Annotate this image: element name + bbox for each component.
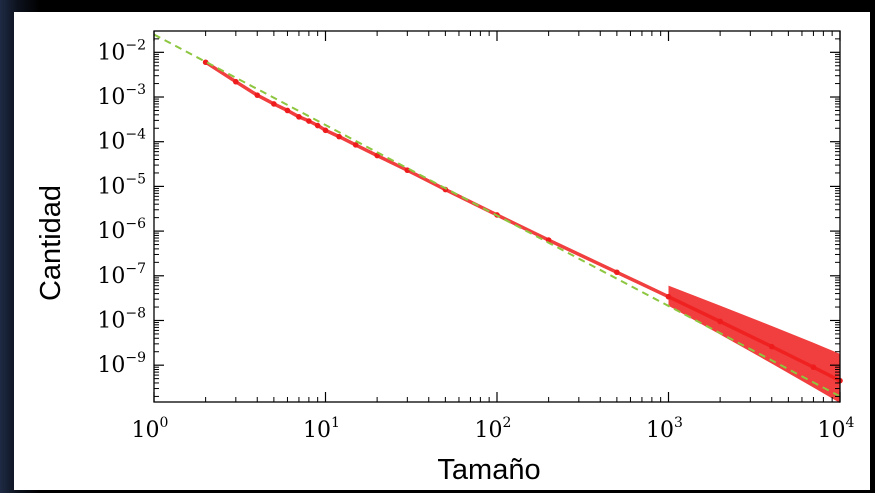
data-layer [153,33,843,403]
data-point [296,114,302,120]
y-tick-label: 10−2 [97,37,146,65]
x-tick-label: 101 [303,415,340,443]
data-scatter-spread [668,285,840,403]
data-point [233,78,239,85]
data-point [614,269,620,276]
data-point [768,343,775,350]
tick-labels: 100 101 102 103 104 10−2 10−3 10−4 10−5 10−6 10−7 1… [97,37,854,443]
fit-line [153,33,841,398]
y-tick-label: 10−7 [97,261,146,289]
data-point [810,364,817,371]
data-point [717,318,723,325]
y-tick-label: 10−6 [97,216,146,244]
data-point [306,118,312,124]
ticks-layer [153,31,841,402]
data-point [352,142,359,148]
data-point [404,167,411,174]
log-log-chart: 100 101 102 103 104 10−2 10−3 10−4 10−5 10−6 10−7 1… [35,30,855,486]
x-tick-label: 103 [646,415,683,443]
y-tick-label: 10−3 [97,82,146,110]
x-axis-title: Tamaño [437,454,540,486]
data-point [271,101,277,107]
x-tick-label: 102 [475,415,512,443]
y-tick-label: 10−8 [97,305,146,333]
data-point [374,152,380,159]
x-tick-label: 100 [132,415,169,443]
x-tick-label: 104 [818,415,855,443]
y-tick-label: 10−4 [97,127,146,155]
data-point [284,107,291,114]
data-point [314,122,321,129]
data-point [336,133,342,140]
y-axis-title: Cantidad [35,185,67,301]
data-point [254,92,261,98]
chart-panel: 100 101 102 103 104 10−2 10−3 10−4 10−5 10−6 10−7 1… [14,12,870,490]
y-tick-label: 10−5 [97,171,146,199]
data-point [665,293,672,300]
y-tick-label: 10−9 [97,350,146,378]
data-point [322,127,329,134]
